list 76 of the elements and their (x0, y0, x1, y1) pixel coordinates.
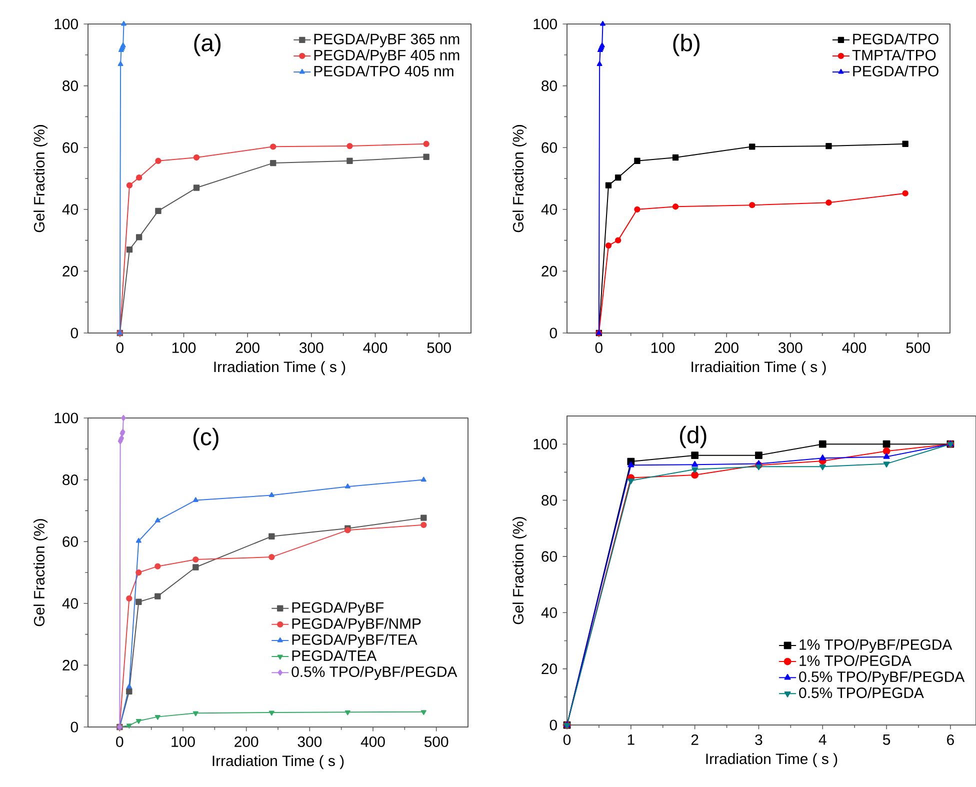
y-tick-label: 80 (542, 494, 557, 506)
x-tick-label: 0 (116, 736, 124, 748)
y-tick-label: 60 (542, 551, 557, 562)
annotation: (d) (680, 426, 706, 448)
x-tick-label: 400 (842, 342, 866, 354)
annotation: (a) (194, 34, 220, 56)
legend-label: 1% TPO/PEGDA (800, 655, 912, 666)
x-axis-title: Irradiaition Time ( s ) (692, 361, 826, 376)
x-tick-label: 3 (755, 734, 762, 746)
legend-label: PEGDA/TPO 405 nm (314, 65, 454, 76)
y-tick-label: 60 (62, 536, 78, 547)
legend-label: PEGDA/TEA (292, 650, 377, 661)
y-axis-title: Gel Fraction (%) (34, 519, 48, 626)
x-tick-label: 2 (691, 734, 698, 745)
x-tick-label: 6 (947, 734, 954, 746)
annotation: (c) (193, 428, 218, 450)
x-tick-label: 100 (172, 736, 195, 748)
x-tick-label: 500 (427, 342, 451, 354)
y-tick-label: 60 (542, 142, 557, 153)
y-tick-label: 100 (534, 18, 557, 30)
x-tick-label: 300 (298, 736, 322, 748)
x-tick-label: 100 (651, 342, 675, 354)
y-tick-label: 0 (70, 722, 78, 732)
y-tick-label: 100 (54, 412, 78, 424)
legend-label: PEGDA/TPO (853, 33, 938, 44)
legend-label: PEGDA/TPO (853, 65, 938, 76)
x-tick-label: 200 (714, 342, 738, 354)
y-tick-label: 20 (62, 660, 78, 670)
x-tick-label: 0 (563, 734, 571, 746)
y-tick-label: 40 (62, 598, 78, 609)
legend-label: 0.5% TPO/PEGDA (799, 687, 924, 698)
y-tick-label: 40 (62, 204, 78, 215)
x-axis-title: Irradiation Time ( s ) (706, 753, 838, 768)
legend-label: 1% TPO/PyBF/PEGDA (800, 638, 952, 653)
x-tick-label: 0 (116, 342, 124, 354)
y-axis-title: Gel Fraction (%) (512, 125, 526, 232)
y-tick-label: 100 (54, 18, 78, 30)
y-axis-title: Gel Fraction (%) (34, 125, 48, 232)
legend-label: 0.5% TPO/PyBF/PEGDA (292, 666, 458, 680)
x-tick-label: 200 (236, 342, 260, 354)
x-tick-label: 5 (882, 734, 890, 745)
x-axis-title: Irradiation Time ( s ) (214, 361, 346, 376)
legend-label: PEGDA/PyBF 405 nm (314, 49, 460, 64)
y-tick-label: 80 (62, 80, 78, 92)
x-tick-label: 4 (818, 734, 826, 745)
legend-label: 0.5% TPO/PyBF/PEGDA (799, 671, 965, 685)
legend-label: PEGDA/PyBF 365 nm (314, 33, 460, 48)
y-tick-label: 0 (70, 328, 78, 338)
y-tick-label: 80 (542, 80, 557, 92)
x-tick-label: 300 (778, 342, 802, 354)
x-tick-label: 500 (424, 736, 448, 748)
annotation: (b) (673, 34, 700, 56)
x-tick-label: 1 (628, 734, 634, 745)
y-tick-label: 40 (541, 607, 557, 618)
y-tick-label: 0 (550, 720, 557, 730)
y-tick-label: 0 (550, 328, 557, 338)
x-tick-label: 400 (363, 342, 388, 354)
x-tick-label: 200 (234, 736, 258, 748)
y-tick-label: 40 (541, 204, 557, 215)
legend-label: PEGDA/PyBF/NMP (292, 618, 421, 632)
legend-label: TMPTA/TPO (852, 49, 936, 60)
y-tick-label: 80 (62, 474, 78, 486)
legend-label: PEGDA/PyBF/TEA (292, 634, 418, 648)
y-tick-label: 20 (62, 266, 78, 276)
legend-label: PEGDA/PyBF (292, 602, 384, 616)
y-tick-label: 100 (534, 438, 557, 450)
x-tick-label: 300 (300, 342, 324, 354)
y-tick-label: 20 (542, 664, 557, 674)
x-tick-label: 0 (595, 342, 602, 354)
x-tick-label: 100 (172, 342, 196, 354)
y-axis-title: Gel Fraction (%) (512, 517, 526, 624)
y-tick-label: 60 (62, 142, 78, 153)
y-tick-label: 20 (542, 266, 557, 276)
x-tick-label: 400 (360, 736, 385, 748)
x-tick-label: 500 (906, 342, 930, 354)
x-axis-title: Irradiation Time ( s ) (212, 755, 344, 770)
